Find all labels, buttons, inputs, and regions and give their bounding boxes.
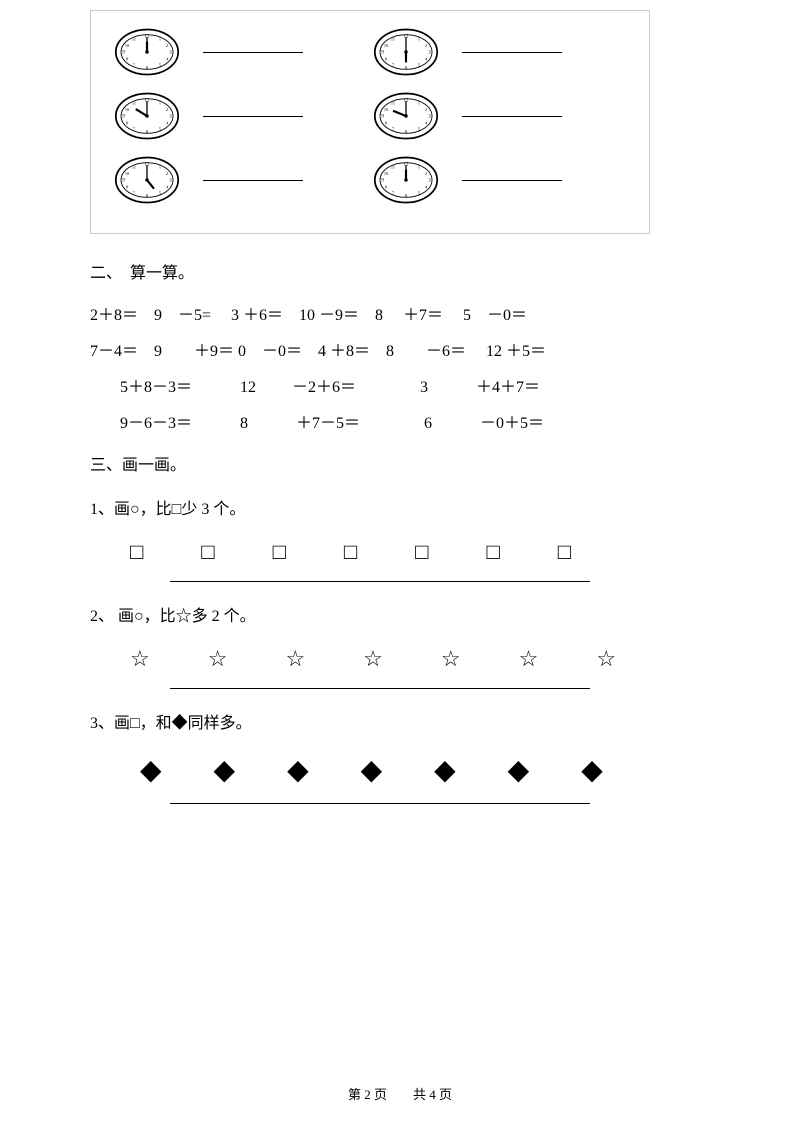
svg-text:6: 6 xyxy=(146,65,149,71)
svg-text:8: 8 xyxy=(126,57,128,62)
svg-text:6: 6 xyxy=(146,129,149,135)
svg-text:5: 5 xyxy=(159,191,161,196)
svg-text:9: 9 xyxy=(381,178,384,184)
svg-text:10: 10 xyxy=(384,43,388,48)
page-footer: 第 2 页 共 4 页 xyxy=(0,1084,800,1103)
question-3: 3、画□，和◆同样多。 xyxy=(90,709,710,733)
clock-icon: 12 3 6 9 1 2 4 5 7 8 10 11 xyxy=(111,90,183,142)
svg-text:1: 1 xyxy=(159,37,161,42)
svg-text:6: 6 xyxy=(405,65,408,71)
svg-text:8: 8 xyxy=(126,121,128,126)
svg-text:1: 1 xyxy=(418,165,420,170)
clock-icon: 12 3 6 9 1 2 4 5 7 8 10 11 xyxy=(370,90,442,142)
svg-text:8: 8 xyxy=(385,185,387,190)
svg-text:5: 5 xyxy=(418,191,420,196)
clock-row-3: 12 3 6 9 1 2 4 5 7 8 10 11 1 xyxy=(111,154,629,206)
svg-text:6: 6 xyxy=(405,129,408,135)
svg-text:5: 5 xyxy=(418,63,420,68)
svg-text:8: 8 xyxy=(126,185,128,190)
svg-text:11: 11 xyxy=(132,165,136,170)
svg-text:1: 1 xyxy=(418,101,420,106)
answer-line[interactable] xyxy=(203,116,303,117)
svg-text:2: 2 xyxy=(166,107,168,112)
svg-text:5: 5 xyxy=(418,127,420,132)
svg-text:9: 9 xyxy=(122,178,125,184)
q3-shapes: ◆ ◆ ◆ ◆ ◆ ◆ ◆ xyxy=(140,748,710,788)
clock-pair-5: 12 3 6 9 1 2 4 5 7 8 10 11 xyxy=(111,154,370,206)
svg-text:11: 11 xyxy=(391,37,395,42)
svg-text:2: 2 xyxy=(425,107,427,112)
q1-answer-line[interactable] xyxy=(170,581,590,582)
svg-text:10: 10 xyxy=(384,107,388,112)
svg-text:3: 3 xyxy=(169,114,172,120)
svg-text:6: 6 xyxy=(146,193,149,199)
svg-text:2: 2 xyxy=(425,43,427,48)
svg-text:10: 10 xyxy=(384,171,388,176)
svg-text:9: 9 xyxy=(381,114,384,120)
clock-icon: 12 3 6 9 1 2 4 5 7 8 10 11 xyxy=(111,154,183,206)
clock-row-1: 12 3 6 9 1 2 4 5 7 8 10 11 1 xyxy=(111,26,629,78)
svg-text:3: 3 xyxy=(428,178,431,184)
clock-icon: 12 3 6 9 1 2 4 5 7 8 10 11 xyxy=(370,26,442,78)
clock-pair-4: 12 3 6 9 1 2 4 5 7 8 10 11 xyxy=(370,90,629,142)
svg-text:5: 5 xyxy=(159,127,161,132)
svg-text:11: 11 xyxy=(391,101,395,106)
clock-pair-6: 12 3 6 9 1 2 4 5 7 8 10 11 xyxy=(370,154,629,206)
svg-text:1: 1 xyxy=(159,101,161,106)
clock-section: 12 3 6 9 1 2 4 5 7 8 10 11 1 xyxy=(90,10,650,234)
svg-text:3: 3 xyxy=(169,50,172,56)
svg-text:11: 11 xyxy=(391,165,395,170)
svg-text:3: 3 xyxy=(169,178,172,184)
q2-answer-line[interactable] xyxy=(170,688,590,689)
q3-answer-line[interactable] xyxy=(170,803,590,804)
svg-text:3: 3 xyxy=(428,114,431,120)
clock-icon: 12 3 6 9 1 2 4 5 7 8 10 11 xyxy=(111,26,183,78)
clock-icon: 12 3 6 9 1 2 4 5 7 8 10 11 xyxy=(370,154,442,206)
svg-text:8: 8 xyxy=(385,121,387,126)
svg-text:10: 10 xyxy=(125,43,129,48)
q1-shapes: □ □ □ □ □ □ □ xyxy=(130,534,710,566)
question-2: 2、 画○，比☆多 2 个。 xyxy=(90,602,710,626)
clock-row-2: 12 3 6 9 1 2 4 5 7 8 10 11 1 xyxy=(111,90,629,142)
question-1: 1、画○，比□少 3 个。 xyxy=(90,495,710,519)
svg-text:9: 9 xyxy=(122,114,125,120)
svg-text:11: 11 xyxy=(132,37,136,42)
answer-line[interactable] xyxy=(203,180,303,181)
clock-pair-2: 12 3 6 9 1 2 4 5 7 8 10 11 xyxy=(370,26,629,78)
math-row-3: 5＋8－3＝ 12 －2＋6＝ 3 ＋4＋7＝ xyxy=(120,373,710,397)
math-row-2: 7－4＝ 9 ＋9＝ 0 －0＝ 4 ＋8＝ 8 －6＝ 12 ＋5＝ xyxy=(90,337,710,361)
section2-title: 二、 算一算。 xyxy=(90,259,710,283)
svg-text:9: 9 xyxy=(381,50,384,56)
clock-pair-1: 12 3 6 9 1 2 4 5 7 8 10 11 xyxy=(111,26,370,78)
svg-text:3: 3 xyxy=(428,50,431,56)
svg-text:1: 1 xyxy=(418,37,420,42)
math-row-1: 2＋8＝ 9 －5= 3 ＋6＝ 10 －9＝ 8 ＋7＝ 5 －0＝ xyxy=(90,301,710,325)
section3-title: 三、画一画。 xyxy=(90,451,710,475)
answer-line[interactable] xyxy=(462,116,562,117)
svg-text:10: 10 xyxy=(125,107,129,112)
svg-text:9: 9 xyxy=(122,50,125,56)
answer-line[interactable] xyxy=(462,180,562,181)
clock-pair-3: 12 3 6 9 1 2 4 5 7 8 10 11 xyxy=(111,90,370,142)
svg-text:2: 2 xyxy=(166,43,168,48)
q2-shapes: ☆ ☆ ☆ ☆ ☆ ☆ ☆ xyxy=(130,641,710,673)
svg-text:1: 1 xyxy=(159,165,161,170)
svg-text:2: 2 xyxy=(425,171,427,176)
svg-text:10: 10 xyxy=(125,171,129,176)
svg-text:6: 6 xyxy=(405,193,408,199)
answer-line[interactable] xyxy=(203,52,303,53)
svg-text:5: 5 xyxy=(159,63,161,68)
svg-text:8: 8 xyxy=(385,57,387,62)
svg-text:11: 11 xyxy=(132,101,136,106)
answer-line[interactable] xyxy=(462,52,562,53)
math-row-4: 9－6－3＝ 8 ＋7－5＝ 6 －0＋5＝ xyxy=(120,409,710,433)
svg-text:2: 2 xyxy=(166,171,168,176)
